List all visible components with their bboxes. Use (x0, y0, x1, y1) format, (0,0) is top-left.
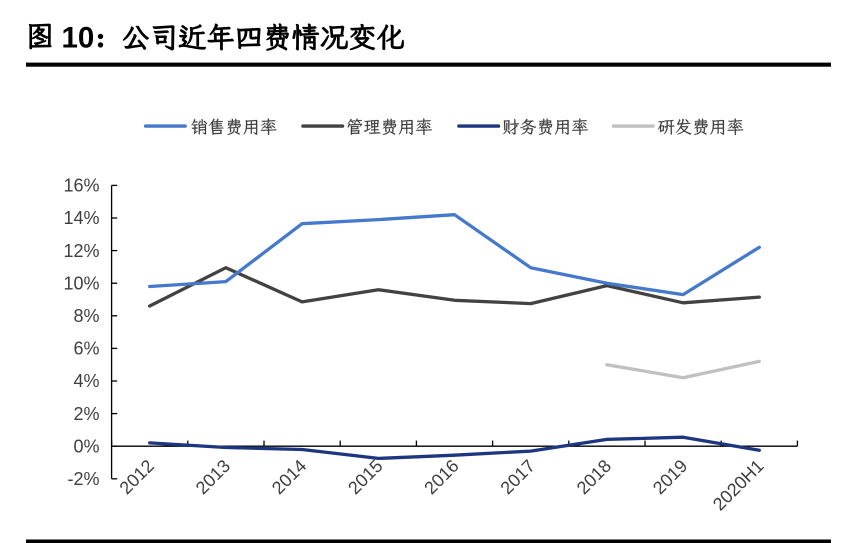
svg-text:6%: 6% (73, 339, 99, 359)
svg-text:-2%: -2% (67, 469, 99, 489)
svg-text:12%: 12% (63, 241, 99, 261)
svg-text:10%: 10% (63, 273, 99, 293)
svg-text:10: 10 (62, 21, 95, 54)
svg-text:14%: 14% (63, 208, 99, 228)
svg-text:0%: 0% (73, 436, 99, 456)
svg-text:2%: 2% (73, 404, 99, 424)
svg-text:8%: 8% (73, 306, 99, 326)
svg-text:4%: 4% (73, 371, 99, 391)
svg-text:16%: 16% (63, 176, 99, 196)
